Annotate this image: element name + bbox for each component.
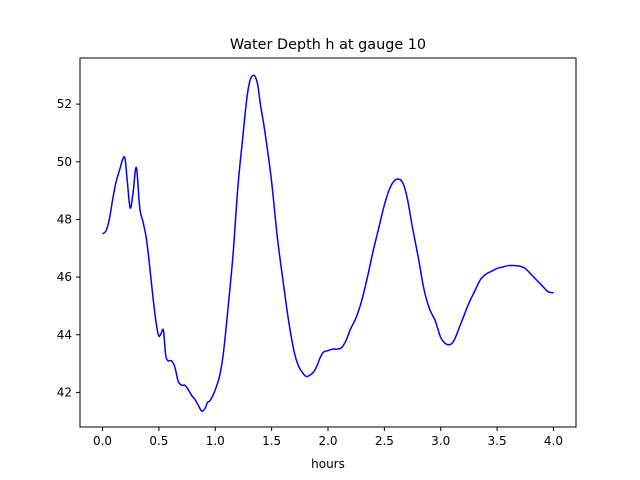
y-tick-label: 42 [57, 385, 72, 399]
chart-title: Water Depth h at gauge 10 [230, 37, 426, 53]
y-axis: 42 44 46 48 50 52 [57, 97, 80, 399]
x-axis-label: hours [311, 457, 345, 471]
y-tick-label: 44 [57, 328, 72, 342]
y-tick-label: 46 [57, 270, 72, 284]
x-tick-label: 2.0 [318, 434, 337, 448]
series-layer [102, 74, 554, 412]
x-tick-label: 1.5 [262, 434, 281, 448]
y-tick-label: 48 [57, 212, 72, 226]
x-tick-label: 1.0 [206, 434, 225, 448]
x-tick-label: 2.5 [375, 434, 394, 448]
x-tick-label: 3.0 [431, 434, 450, 448]
y-tick-label: 52 [57, 97, 72, 111]
series-line-0 [102, 74, 554, 412]
y-tick-label: 50 [57, 155, 72, 169]
x-tick-label: 0.5 [149, 434, 168, 448]
x-tick-label: 3.5 [488, 434, 507, 448]
x-tick-label: 0.0 [93, 434, 112, 448]
x-axis: 0.0 0.5 1.0 1.5 2.0 2.5 3.0 3.5 4.0 [93, 427, 563, 448]
x-tick-label: 4.0 [544, 434, 563, 448]
